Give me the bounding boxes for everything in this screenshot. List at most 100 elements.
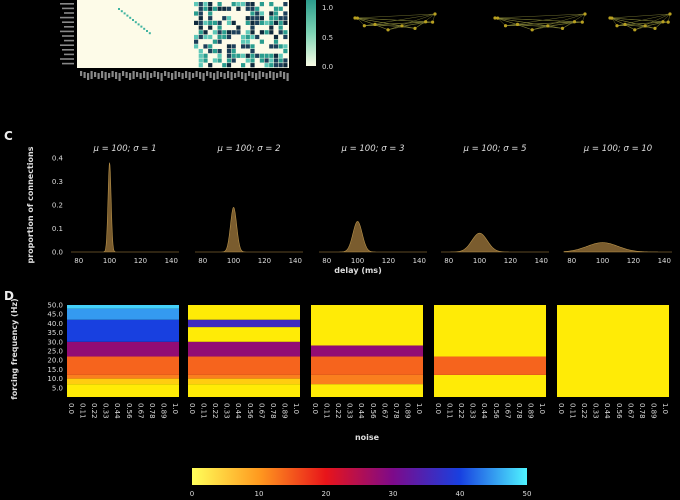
network-node xyxy=(530,28,534,32)
matrix-cell xyxy=(120,10,123,13)
matrix-cell xyxy=(212,39,217,44)
colorbar-tick-label: 0 xyxy=(190,490,194,498)
matrix-cell xyxy=(129,16,132,19)
matrix-cell xyxy=(208,25,213,30)
matrix-xtick xyxy=(108,73,111,78)
matrix-cell xyxy=(226,58,232,63)
matrix-cell xyxy=(226,49,232,54)
matrix-cell xyxy=(273,20,279,25)
d-xtick-label: 0.22 xyxy=(334,403,342,419)
matrix-cell xyxy=(217,53,222,58)
matrix-cell xyxy=(273,6,279,11)
matrix-xtick xyxy=(171,73,174,80)
matrix-cell xyxy=(241,44,246,49)
matrix-cell xyxy=(222,16,227,21)
d-heatmap-band xyxy=(311,384,423,397)
matrix-cell xyxy=(203,6,208,11)
panel-label-d: D xyxy=(4,289,14,303)
matrix-cell xyxy=(226,34,232,40)
matrix-cell xyxy=(255,11,260,16)
matrix-cell xyxy=(212,58,217,63)
matrix-xtick xyxy=(206,71,209,76)
matrix-cell xyxy=(134,21,137,24)
matrix-xtick xyxy=(234,73,237,78)
matrix-cell xyxy=(255,53,260,58)
matrix-ytick xyxy=(60,58,74,60)
matrix-cell xyxy=(208,2,213,7)
network-node xyxy=(433,12,437,16)
matrix-cell xyxy=(269,30,274,35)
d-xtick-label: 0.11 xyxy=(323,403,331,419)
matrix-xtick xyxy=(118,73,121,81)
network-node xyxy=(373,22,377,26)
matrix-cell xyxy=(226,53,232,58)
matrix-xtick xyxy=(143,71,146,78)
matrix-cell xyxy=(269,53,274,58)
network-node xyxy=(546,24,550,28)
matrix-cell xyxy=(269,58,274,63)
matrix-ytick xyxy=(64,39,74,42)
matrix-xtick xyxy=(167,72,170,78)
matrix-cell xyxy=(212,20,217,25)
network-edge xyxy=(634,21,664,31)
c-distribution-area xyxy=(319,221,427,253)
c-distribution-area xyxy=(71,162,179,253)
network-node xyxy=(572,20,577,24)
matrix-xtick xyxy=(265,73,268,79)
d-heatmap-band xyxy=(434,305,546,357)
matrix-ytick xyxy=(64,26,74,28)
matrix-cell xyxy=(283,30,288,35)
network-node xyxy=(503,24,508,28)
matrix-xtick xyxy=(195,71,198,77)
d-xlabel: noise xyxy=(355,433,380,442)
matrix-cell xyxy=(226,63,232,68)
matrix-xtick xyxy=(272,72,275,80)
matrix-xtick xyxy=(279,71,282,77)
matrix-cell xyxy=(278,30,283,35)
matrix-xtick xyxy=(269,71,272,78)
d-xtick-label: 0.44 xyxy=(357,403,365,419)
d-xtick-label: 0.56 xyxy=(246,403,254,419)
matrix-cell xyxy=(231,44,236,49)
matrix-cell xyxy=(194,44,199,49)
network-node xyxy=(653,26,657,30)
panel-label-c: C xyxy=(4,129,13,143)
matrix-cell xyxy=(250,6,255,11)
d-xtick-label: 0.22 xyxy=(580,403,588,419)
d-heatmap-band xyxy=(188,305,300,320)
network-node xyxy=(610,16,614,20)
c-xtick-label: 80 xyxy=(198,257,207,265)
matrix-xtick xyxy=(185,71,188,78)
matrix-cell xyxy=(269,11,274,16)
d-xtick-label: 0.67 xyxy=(136,403,144,419)
matrix-cell xyxy=(222,6,227,11)
d-xtick-label: 0.33 xyxy=(592,403,600,419)
d-xtick-label: 0.44 xyxy=(603,403,611,419)
matrix-cell xyxy=(269,2,274,7)
matrix-cell xyxy=(255,20,260,25)
matrix-cell xyxy=(198,34,203,40)
network-node xyxy=(362,24,366,28)
top-strip: 1.0 0.5 0.0 xyxy=(60,0,672,81)
matrix-cell xyxy=(245,44,250,49)
d-xtick-label: 0.0 xyxy=(311,403,319,414)
matrix-xtick xyxy=(251,72,254,78)
network-edge xyxy=(517,24,533,31)
d-ytick-label: 50.0 xyxy=(47,302,63,310)
matrix-cell xyxy=(203,34,208,40)
matrix-cell xyxy=(283,49,288,54)
colorbar-tick-label: 20 xyxy=(322,490,331,498)
matrix-ytick xyxy=(64,12,74,14)
matrix-cell xyxy=(259,58,264,63)
d-ytick-label: 10.0 xyxy=(47,375,63,383)
matrix-cell xyxy=(231,30,236,35)
matrix-cell xyxy=(194,11,199,16)
d-xtick-label: 0.44 xyxy=(480,403,488,419)
d-heatmap-band xyxy=(188,356,300,375)
d-xtick-label: 1.0 xyxy=(415,403,423,414)
c-ytick-label: 0.1 xyxy=(52,225,63,233)
matrix-cell xyxy=(212,30,217,35)
d-ytick-label: 45.0 xyxy=(47,311,63,319)
c-distribution-area xyxy=(563,242,672,253)
c-xtick-label: 80 xyxy=(567,257,576,265)
